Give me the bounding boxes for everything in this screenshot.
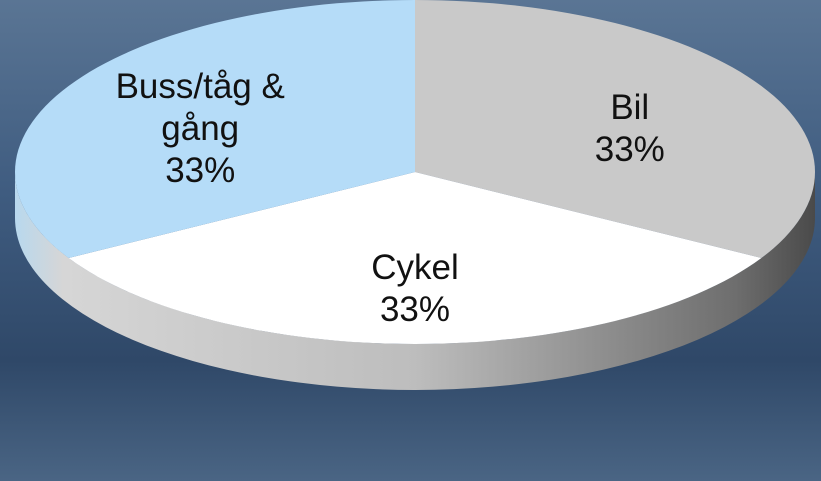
category-label: Cykel	[285, 247, 545, 289]
page: (() => { const data = JSON.parse(documen…	[0, 0, 821, 481]
value-label: 33%	[500, 129, 760, 171]
value-label: 33%	[285, 289, 545, 331]
category-label: Bil	[500, 87, 760, 129]
category-label: Buss/tåg & gång	[90, 66, 310, 150]
value-label: 33%	[90, 150, 310, 192]
